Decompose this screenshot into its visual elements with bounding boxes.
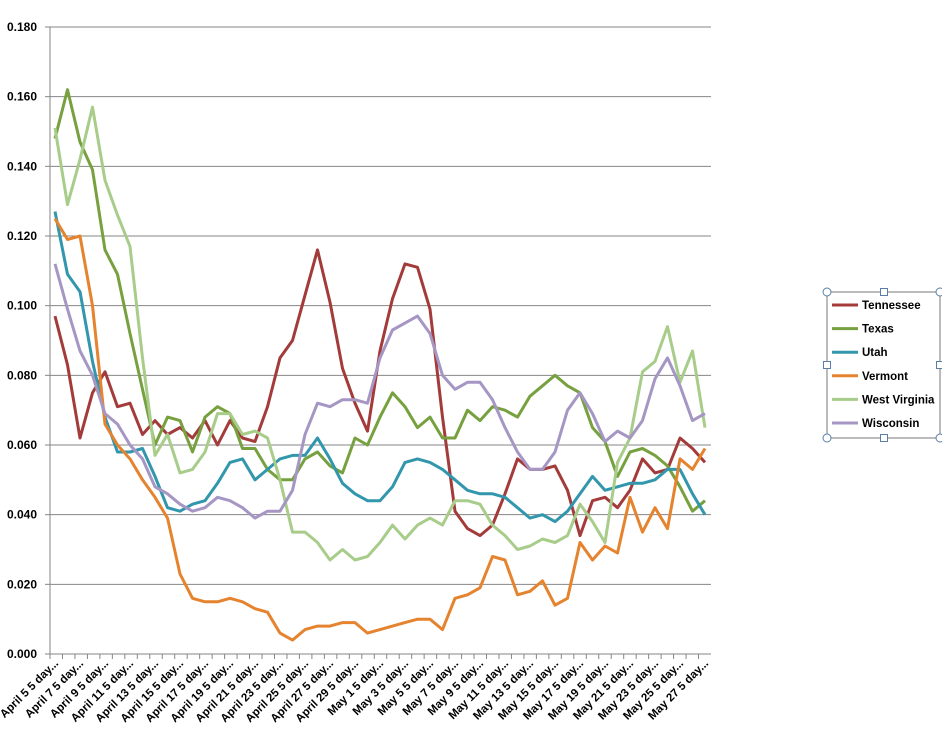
legend-label: Tennessee [862,300,921,312]
y-tick-label: 0.060 [7,438,37,452]
legend-label: Vermont [862,371,908,383]
legend-box [827,292,940,438]
y-tick-label: 0.000 [7,647,37,661]
series-line-wisconsin [55,264,705,518]
selection-handle [823,288,831,296]
legend-label: West Virginia [862,394,935,406]
y-tick-label: 0.100 [7,299,37,313]
series-line-utah [55,212,705,522]
legend[interactable]: Tennessee Texas Utah Vermont West Virginia Wi… [823,288,942,442]
y-tick-label: 0.160 [7,90,37,104]
y-tick-label: 0.040 [7,508,37,522]
series-lines [55,90,705,640]
y-tick-label: 0.120 [7,229,37,243]
y-tick-label: 0.080 [7,368,37,382]
selection-handle [881,289,888,296]
selection-handle [824,362,831,369]
selection-handle [881,435,888,442]
selection-handle [937,362,942,369]
y-tick-label: 0.180 [7,20,37,34]
x-axis: April 5 5 day...April 7 5 day...April 9 … [0,654,711,725]
y-tick-label: 0.020 [7,577,37,591]
selection-handle [936,288,942,296]
y-axis: 0.000 0.020 0.040 0.060 0.080 0.100 0.120 0.140… [7,20,50,661]
selection-handle [823,434,831,442]
selection-handle [936,434,942,442]
legend-label: Wisconsin [862,418,919,430]
y-tick-label: 0.140 [7,159,37,173]
legend-label: Texas [862,324,894,336]
legend-label: Utah [862,347,888,359]
series-line-texas [55,90,705,512]
